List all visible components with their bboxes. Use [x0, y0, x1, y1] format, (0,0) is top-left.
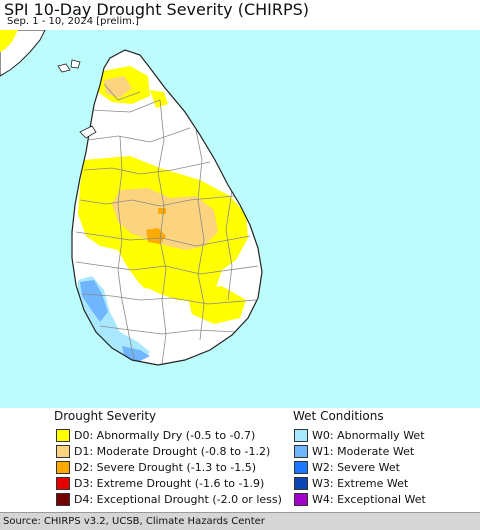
legend-item-d3: D3: Extreme Drought (-1.6 to -1.9): [56, 475, 264, 491]
legend-item-w1: W1: Moderate Wet: [294, 443, 414, 459]
legend-label-w3: W3: Extreme Wet: [312, 476, 409, 490]
source-bar: Source: CHIRPS v3.2, UCSB, Climate Hazar…: [0, 512, 480, 530]
condition-layer: [78, 66, 248, 362]
map-subtitle: Sep. 1 - 10, 2024 [prelim.]: [7, 16, 139, 27]
legend-swatch-w4: [294, 492, 308, 506]
legend-item-d4: D4: Exceptional Drought (-2.0 or less): [56, 491, 282, 507]
legend-swatch-d3: [56, 476, 70, 490]
india-drought-patch: [0, 30, 18, 52]
legend-label-d3: D3: Extreme Drought (-1.6 to -1.9): [74, 476, 265, 490]
drought-d0-southcentral: [134, 258, 168, 290]
district-boundaries: [75, 83, 259, 365]
legend-label-w1: W1: Moderate Wet: [312, 444, 415, 458]
legend-item-w2: W2: Severe Wet: [294, 459, 400, 475]
legend-item-d0: D0: Abnormally Dry (-0.5 to -0.7): [56, 427, 255, 443]
legend-swatch-w2: [294, 460, 308, 474]
legend-item-w3: W3: Extreme Wet: [294, 475, 408, 491]
legend-label-w4: W4: Exceptional Wet: [312, 492, 426, 506]
legend-item-d1: D1: Moderate Drought (-0.8 to -1.2): [56, 443, 270, 459]
drought-d0-south: [186, 286, 246, 324]
mannar-island: [79, 125, 97, 139]
legend-item-d2: D2: Severe Drought (-1.3 to -1.5): [56, 459, 256, 475]
legend-swatch-w1: [294, 444, 308, 458]
legend-swatch-d4: [56, 492, 70, 506]
legend-swatch-w0: [294, 428, 308, 442]
legend-heading-drought: Drought Severity: [54, 409, 157, 423]
legend-swatch-d0: [56, 428, 70, 442]
source-text: Source: CHIRPS v3.2, UCSB, Climate Hazar…: [3, 516, 265, 527]
legend-label-d4: D4: Exceptional Drought (-2.0 or less): [74, 492, 282, 506]
island-coastline: [71, 49, 263, 366]
legend-swatch-d1: [56, 444, 70, 458]
jaffna-islands: [57, 59, 81, 73]
legend-item-w4: W4: Exceptional Wet: [294, 491, 426, 507]
legend-swatch-w3: [294, 476, 308, 490]
wet-w1-southwest: [80, 280, 108, 322]
legend-label-w0: W0: Abnormally Wet: [312, 428, 425, 442]
legend-swatch-d2: [56, 460, 70, 474]
legend-label-w2: W2: Severe Wet: [312, 460, 400, 474]
legend-heading-wet: Wet Conditions: [293, 409, 384, 423]
drought-d0-northeast: [150, 90, 168, 108]
legend-label-d0: D0: Abnormally Dry (-0.5 to -0.7): [74, 428, 256, 442]
drought-d1-central: [112, 188, 218, 250]
legend-label-d2: D2: Severe Drought (-1.3 to -1.5): [74, 460, 257, 474]
sri-lanka-map: [0, 30, 480, 408]
legend: Drought Severity Wet Conditions D0: Abno…: [0, 408, 480, 512]
map-title: SPI 10-Day Drought Severity (CHIRPS): [4, 0, 310, 19]
drought-d2-small: [158, 208, 166, 214]
legend-label-d1: D1: Moderate Drought (-0.8 to -1.2): [74, 444, 271, 458]
legend-item-w0: W0: Abnormally Wet: [294, 427, 425, 443]
